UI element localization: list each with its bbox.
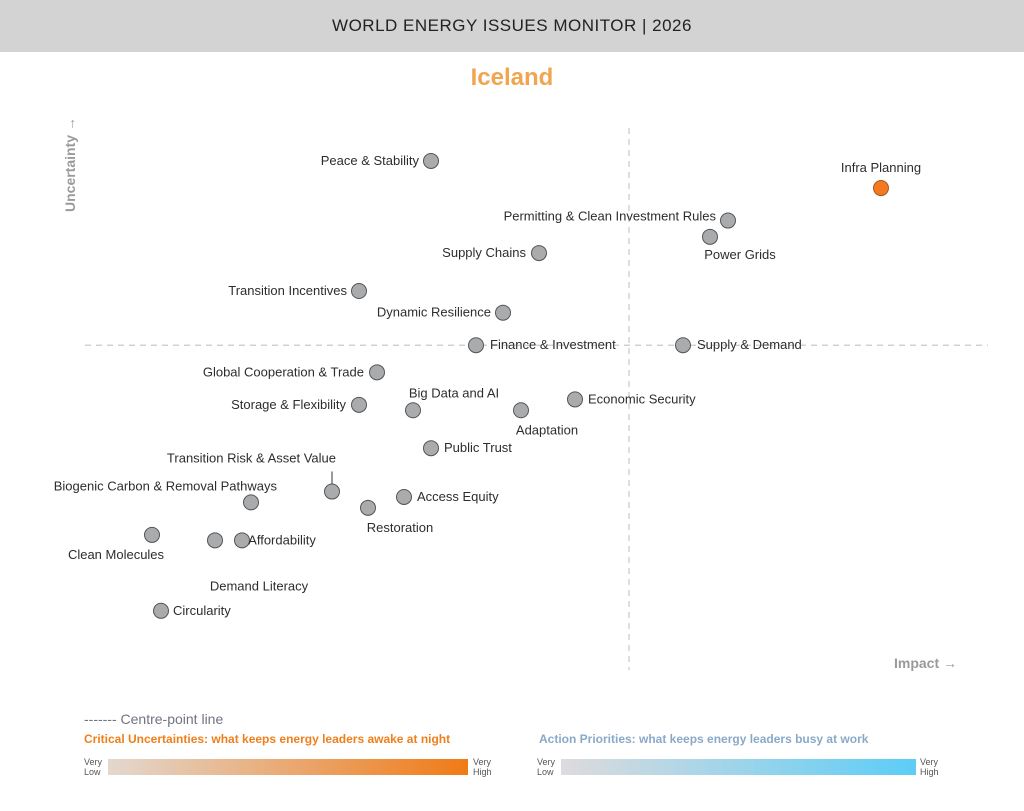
point-affordability [234,532,250,549]
label-access-equity: Access Equity [417,489,499,504]
point-supply-demand [675,337,691,354]
point-supply-chains [531,245,547,262]
label-circularity: Circularity [173,603,231,618]
point-big-data-and-ai [405,402,421,419]
point-restoration [360,499,376,516]
page-title: WORLD ENERGY ISSUES MONITOR | 2026 [332,16,692,35]
label-global-cooperation-trade: Global Cooperation & Trade [203,364,364,379]
point-demand-literacy [207,532,223,549]
label-public-trust: Public Trust [444,440,512,455]
point-adaptation [513,402,529,419]
point-circularity [153,602,169,619]
point-transition-incentives [351,283,367,300]
point-clean-molecules [144,526,160,543]
point-permitting-clean-investment-rules [720,212,736,229]
critical-uncertainty-scale-bar [108,759,468,775]
y-axis-label: Uncertainty → [62,117,78,212]
label-dynamic-resilience: Dynamic Resilience [377,305,491,320]
point-access-equity [396,488,412,505]
point-transition-risk-asset-value [324,483,340,500]
point-public-trust [423,440,439,457]
label-transition-risk-asset-value: Transition Risk & Asset Value [167,451,336,466]
point-storage-flexibility [351,396,367,413]
label-biogenic-carbon-removal-pathways: Biogenic Carbon & Removal Pathways [54,478,278,493]
orange-very-low-label: Very Low [84,757,103,777]
label-economic-security: Economic Security [588,391,696,406]
header-bar: WORLD ENERGY ISSUES MONITOR | 2026 [0,0,1024,52]
x-axis-label: Impact → [894,655,957,671]
orange-very-high-label: Very High [473,757,492,777]
centre-line-legend: ------- Centre-point line [84,711,224,727]
label-clean-molecules: Clean Molecules [68,547,165,562]
label-permitting-clean-investment-rules: Permitting & Clean Investment Rules [504,209,717,224]
action-priority-scale-bar [561,759,916,775]
label-adaptation: Adaptation [516,422,578,437]
blue-very-low-label: Very Low [537,757,556,777]
blue-very-high-label: Very High [920,757,939,777]
label-supply-demand: Supply & Demand [697,337,802,352]
point-biogenic-carbon-removal-pathways [243,494,259,511]
point-peace-stability [423,152,439,169]
label-finance-investment: Finance & Investment [490,337,616,352]
label-transition-incentives: Transition Incentives [228,283,347,298]
label-power-grids: Power Grids [704,247,776,262]
label-restoration: Restoration [367,520,433,535]
point-dynamic-resilience [495,304,511,321]
critical-uncertainties-legend: Critical Uncertainties: what keeps energ… [84,732,451,746]
label-big-data-and-ai: Big Data and AI [409,385,499,400]
label-affordability: Affordability [248,532,316,547]
point-economic-security [567,391,583,408]
point-infra-planning [873,180,889,197]
country-title: Iceland [470,64,554,91]
issues-scatter-chart: Uncertainty → Impact → Peace & Stability In… [54,117,988,671]
label-supply-chains: Supply Chains [442,245,526,260]
label-storage-flexibility: Storage & Flexibility [231,397,346,412]
action-priorities-legend: Action Priorities: what keeps energy lea… [539,732,869,746]
point-global-cooperation-trade [369,364,385,381]
point-finance-investment [468,337,484,354]
point-power-grids [702,228,718,245]
label-peace-stability: Peace & Stability [321,153,420,168]
label-infra-planning: Infra Planning [841,160,921,175]
label-demand-literacy: Demand Literacy [210,578,309,593]
